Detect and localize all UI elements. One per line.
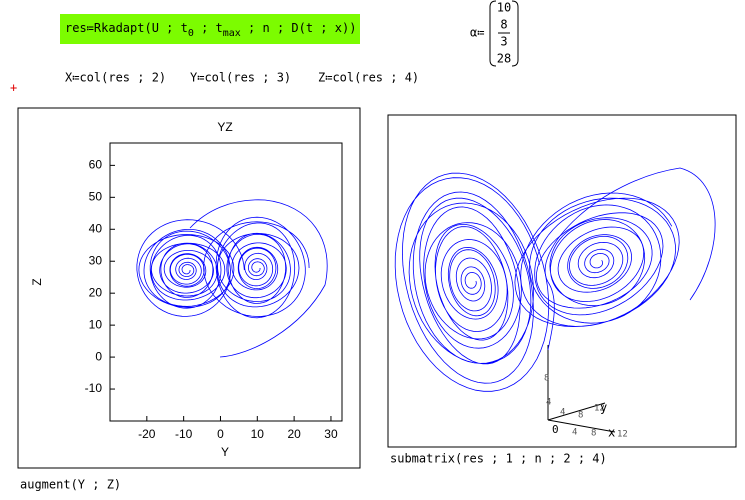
x-tick-label: 20 (287, 427, 301, 441)
x-axis-label: x (608, 426, 615, 440)
x-tick-label: 0 (217, 427, 224, 441)
x-axis (547, 419, 616, 433)
y-tick-label: 4 (560, 408, 565, 418)
x-tick-label: -10 (175, 427, 193, 441)
plot-caption[interactable]: submatrix(res ; 1 ; n ; 2 ; 4) (390, 452, 607, 466)
formula[interactable]: res≔Rkadapt(U ; t0 ; tmax ; n ; D(t ; x)… (65, 21, 356, 40)
plot-frame (17, 107, 361, 469)
formula-part: res≔Rkadapt(U ; t (65, 21, 188, 35)
alpha-value: 10 (497, 1, 511, 15)
y-tick-label: 50 (89, 189, 103, 203)
z-tick-label: 8 (544, 374, 549, 384)
y-tick-label: 40 (89, 221, 103, 235)
plot-area (109, 142, 343, 422)
alpha-name[interactable]: α≔ (470, 26, 484, 40)
trajectory (136, 219, 245, 317)
trajectory (394, 172, 550, 392)
trajectory (544, 167, 716, 351)
definition[interactable]: Z≔col(res ; 4) (318, 71, 419, 85)
origin-label: 0 (552, 423, 559, 436)
trajectory (189, 199, 328, 358)
yz-plot[interactable]: YZ Y Z -20 -10 0 10 20 30 -10 0 10 20 30 40 50 60 (17, 107, 361, 469)
formula-part: ; n ; D(t ; x)) (241, 21, 357, 35)
x-tick-label: 12 (617, 430, 628, 440)
x-tick-label: 4 (572, 428, 577, 438)
y-tick-label: 12 (594, 404, 605, 414)
y-tick-label: 30 (89, 253, 103, 267)
y-axis-label: y (600, 401, 607, 415)
cursor: + (10, 81, 17, 95)
z-tick-label: 4 (546, 398, 551, 408)
plot-caption[interactable]: augment(Y ; Z) (20, 478, 121, 492)
trajectory (514, 192, 680, 328)
definition[interactable]: X≔col(res ; 2) (65, 71, 166, 85)
definition[interactable]: Y≔col(res ; 3) (190, 71, 291, 85)
subscript: 0 (188, 28, 194, 39)
alpha-value: 28 (497, 52, 511, 66)
x-tick-label: 30 (324, 427, 338, 441)
x-tick-label: -20 (138, 427, 156, 441)
x-tick-label: 10 (251, 427, 265, 441)
bracket (489, 0, 519, 67)
y-axis-label: Z (30, 278, 44, 285)
formula-part: ; t (194, 21, 223, 35)
y-axis (547, 402, 606, 421)
y-tick-label: 0 (95, 349, 102, 363)
subscript: max (223, 28, 241, 39)
x-tick-label: 8 (591, 429, 596, 439)
highlight (60, 14, 360, 44)
y-tick-label: 10 (89, 317, 103, 331)
alpha-value: 3 (500, 35, 507, 49)
y-tick-label: -10 (85, 381, 103, 395)
3d-plot[interactable]: 0 4 8 12 4 8 12 4 8 x y (387, 114, 737, 448)
x-axis-label: Y (221, 445, 229, 459)
y-tick-label: 20 (89, 285, 103, 299)
y-tick-label: 8 (578, 411, 583, 421)
chart-title: YZ (217, 120, 232, 134)
alpha-value: 8 (500, 18, 507, 32)
trajectory (203, 216, 310, 319)
y-tick-label: 60 (89, 158, 103, 172)
